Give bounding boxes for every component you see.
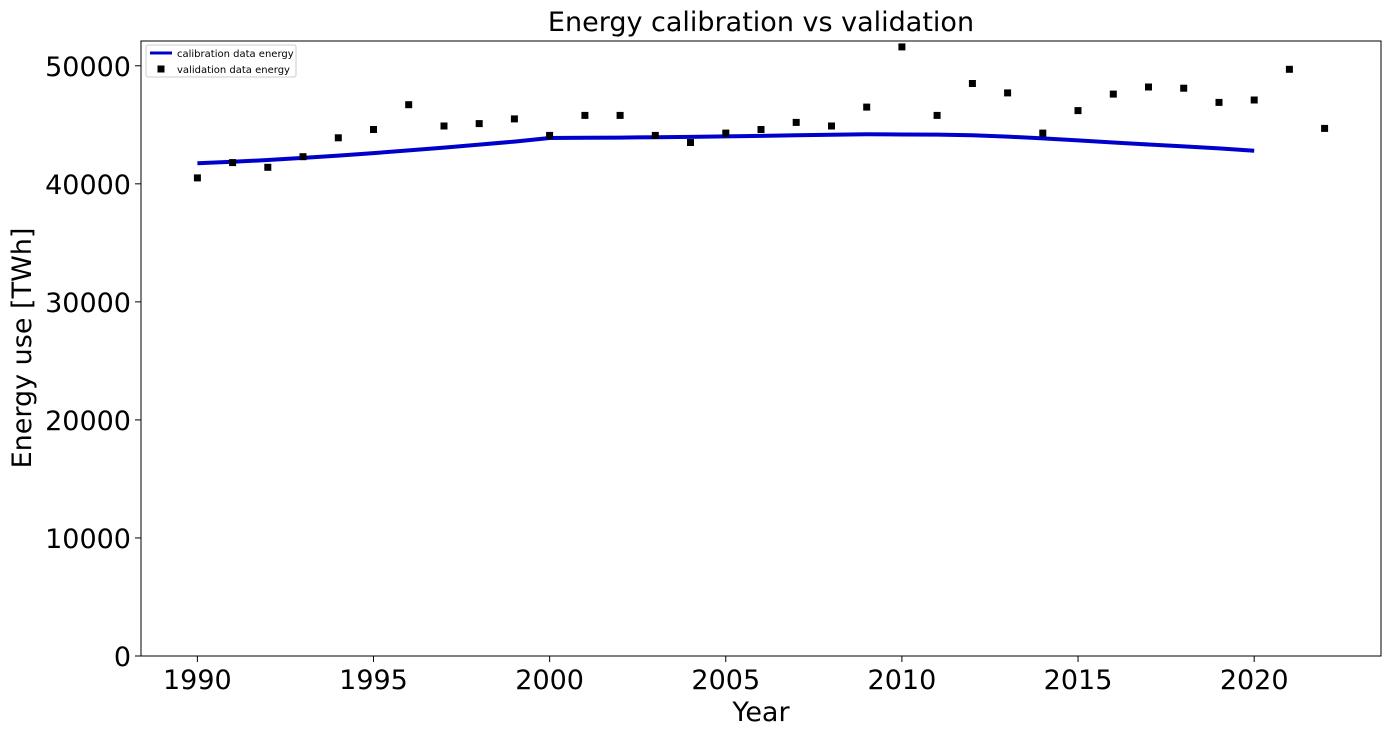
validation-point bbox=[1109, 90, 1117, 98]
legend-box bbox=[145, 44, 297, 78]
validation-point bbox=[581, 111, 589, 119]
validation-point bbox=[1215, 98, 1223, 106]
validation-point bbox=[933, 111, 941, 119]
validation-point bbox=[757, 126, 765, 133]
series-layer bbox=[193, 43, 1329, 182]
x-tick-label: 2005 bbox=[691, 665, 760, 696]
validation-point bbox=[1180, 84, 1188, 92]
validation-point bbox=[616, 111, 624, 119]
validation-point bbox=[863, 103, 871, 111]
validation-point bbox=[370, 126, 377, 133]
validation-point bbox=[334, 134, 342, 142]
validation-point bbox=[193, 174, 201, 182]
validation-point bbox=[968, 80, 976, 87]
validation-point bbox=[1321, 124, 1329, 132]
validation-point bbox=[792, 118, 800, 126]
x-tick-label: 2015 bbox=[1044, 665, 1113, 696]
validation-point bbox=[1004, 89, 1012, 97]
y-tick-label: 40000 bbox=[45, 170, 131, 201]
y-axis-label: Energy use [TWh] bbox=[7, 228, 38, 469]
validation-point bbox=[1074, 107, 1082, 115]
y-tick-label: 0 bbox=[114, 642, 131, 673]
validation-point bbox=[229, 159, 237, 167]
y-axis-ticks: 0 10000 20000 30000 40000 50000 bbox=[45, 52, 141, 673]
validation-point bbox=[1250, 96, 1258, 104]
x-tick-label: 2020 bbox=[1220, 665, 1289, 696]
validation-point bbox=[1145, 83, 1152, 91]
validation-point bbox=[722, 129, 730, 137]
validation-point bbox=[651, 131, 659, 139]
validation-point bbox=[405, 101, 413, 109]
x-tick-label: 1995 bbox=[339, 665, 408, 696]
validation-point bbox=[898, 43, 906, 51]
x-axis-ticks: 1990 1995 2000 2005 2010 2015 2020 bbox=[163, 656, 1289, 696]
y-tick-label: 10000 bbox=[45, 524, 131, 555]
validation-point bbox=[1039, 129, 1047, 137]
validation-point bbox=[264, 163, 272, 171]
chart-title: Energy calibration vs validation bbox=[548, 7, 974, 38]
y-tick-label: 20000 bbox=[45, 406, 131, 437]
validation-point bbox=[510, 115, 518, 123]
validation-point bbox=[687, 139, 694, 146]
validation-point bbox=[299, 153, 307, 161]
legend-entry-calibration: calibration data energy bbox=[177, 49, 294, 60]
x-axis-label: Year bbox=[731, 697, 790, 728]
validation-point bbox=[828, 122, 835, 130]
y-tick-label: 30000 bbox=[45, 288, 131, 319]
validation-point bbox=[546, 131, 554, 139]
legend: calibration data energy validation data … bbox=[145, 44, 297, 78]
plot-area bbox=[140, 40, 1382, 657]
x-tick-label: 2000 bbox=[515, 665, 584, 696]
legend-marker-swatch bbox=[157, 65, 165, 73]
y-tick-label: 50000 bbox=[45, 52, 131, 83]
validation-point bbox=[475, 120, 483, 128]
x-tick-label: 1990 bbox=[163, 665, 232, 696]
validation-point bbox=[440, 122, 448, 130]
x-tick-label: 2010 bbox=[868, 665, 937, 696]
legend-entry-validation: validation data energy bbox=[177, 65, 290, 76]
validation-point bbox=[1285, 65, 1293, 73]
